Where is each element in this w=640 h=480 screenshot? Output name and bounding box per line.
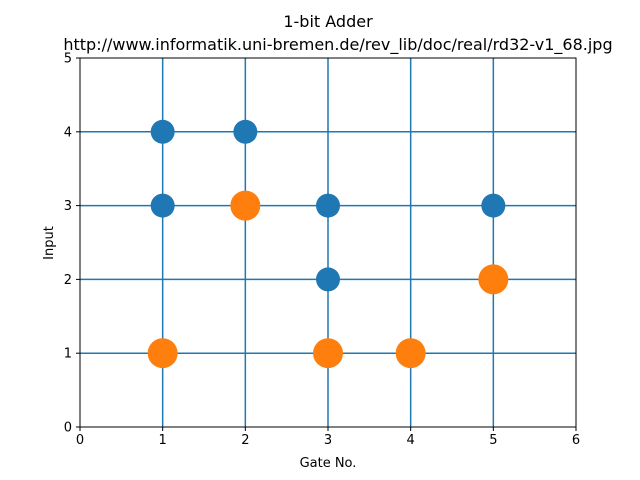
data-point [395, 338, 426, 369]
x-tick-label: 2 [241, 433, 249, 448]
x-tick-label: 1 [159, 433, 167, 448]
y-tick-label: 0 [64, 421, 72, 436]
data-point [233, 119, 258, 144]
data-point [478, 264, 509, 295]
data-point [316, 267, 340, 292]
x-axis-label: Gate No. [300, 456, 357, 471]
x-tick-label: 5 [489, 433, 497, 448]
x-tick-label: 3 [324, 433, 332, 448]
data-point [316, 193, 340, 218]
chart-subtitle: http://www.informatik.uni-bremen.de/rev_… [63, 35, 612, 55]
data-point [150, 119, 175, 144]
x-tick-label: 0 [76, 433, 84, 448]
y-tick-label: 5 [64, 52, 72, 67]
data-point [313, 338, 343, 369]
y-tick-label: 3 [64, 199, 72, 214]
y-axis-label: Input [42, 226, 57, 260]
data-point [150, 193, 175, 218]
plot-area: 0 1 2 3 4 5 6 0 1 2 3 4 5 [64, 52, 580, 449]
y-tick-label: 2 [64, 273, 72, 288]
x-tick-label: 4 [407, 433, 415, 448]
chart-title: 1-bit Adder [283, 12, 373, 31]
data-point [147, 338, 178, 369]
data-point [481, 193, 506, 218]
y-tick-label: 1 [64, 347, 72, 362]
y-tick-label: 4 [64, 125, 72, 140]
x-tick-label: 6 [572, 433, 580, 448]
data-point [230, 190, 261, 221]
